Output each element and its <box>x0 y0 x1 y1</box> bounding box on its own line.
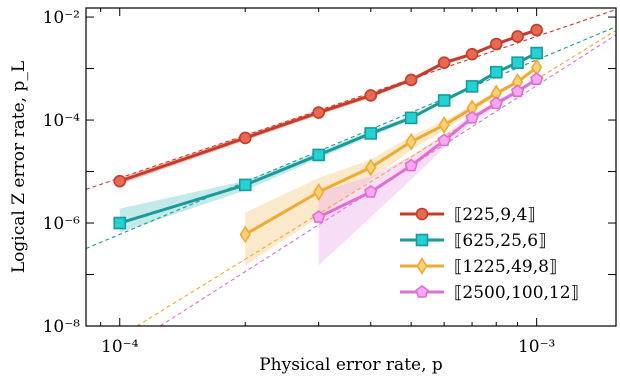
data-point-2-3 <box>405 132 417 151</box>
legend: ⟦225,9,4⟧ ⟦625,25,6⟧ ⟦1225,49,8⟧ ⟦2500,100,… <box>400 205 579 303</box>
data-point-0-5 <box>437 56 451 69</box>
data-point-3-4 <box>465 110 479 124</box>
data-point-3-5 <box>489 96 503 110</box>
data-point-1-8 <box>511 56 524 69</box>
series-line-1 <box>119 51 538 225</box>
legend-marker <box>416 257 428 275</box>
legend-item: ⟦625,25,6⟧ <box>400 231 547 251</box>
data-point-0-9 <box>530 23 543 37</box>
data-point-3-2 <box>404 158 418 172</box>
data-point-0-1 <box>238 131 252 145</box>
series-markers <box>113 23 544 244</box>
legend-label: ⟦225,9,4⟧ <box>454 205 536 225</box>
legend-marker <box>415 284 429 298</box>
data-point-0-2 <box>312 106 325 119</box>
y-tick-label: 10⁻⁸ <box>43 317 81 337</box>
data-point-1-2 <box>312 148 325 162</box>
data-point-3-1 <box>364 184 378 198</box>
legend-item: ⟦225,9,4⟧ <box>400 205 536 225</box>
y-axis-label: Logical Z error rate, p_L <box>9 61 29 273</box>
data-point-3-3 <box>437 133 451 147</box>
legend-marker <box>415 233 429 247</box>
data-point-0-0 <box>113 174 127 188</box>
data-point-2-0 <box>239 225 251 244</box>
data-point-2-2 <box>365 158 377 177</box>
data-point-1-1 <box>238 178 252 192</box>
y-tick-label: 10⁻⁴ <box>43 111 81 131</box>
legend-item: ⟦2500,100,12⟧ <box>400 283 579 303</box>
plot-frame <box>85 7 617 327</box>
data-point-0-7 <box>489 37 503 51</box>
y-tick-label: 10⁻⁶ <box>43 214 81 234</box>
data-point-1-4 <box>404 111 418 125</box>
axis-ticks <box>86 8 616 327</box>
data-point-0-8 <box>511 30 524 43</box>
data-point-1-3 <box>364 127 378 140</box>
fit-line-2 <box>136 29 616 326</box>
data-point-2-1 <box>313 183 325 201</box>
data-point-0-4 <box>404 73 418 87</box>
legend-label: ⟦625,25,6⟧ <box>454 231 547 251</box>
data-point-0-6 <box>465 47 479 61</box>
data-point-3-6 <box>510 84 525 98</box>
x-tick-label: 10⁻³ <box>518 337 555 357</box>
data-point-1-5 <box>437 94 451 107</box>
y-tick-label: 10⁻² <box>43 8 80 28</box>
legend-label: ⟦1225,49,8⟧ <box>454 257 557 277</box>
legend-item: ⟦1225,49,8⟧ <box>400 257 557 277</box>
data-point-1-6 <box>465 80 479 93</box>
series-line-0 <box>119 28 538 183</box>
data-point-3-7 <box>529 72 544 85</box>
legend-marker <box>415 207 429 221</box>
legend-label: ⟦2500,100,12⟧ <box>454 283 579 303</box>
data-point-0-3 <box>364 89 378 102</box>
tick-labels: 10⁻⁴ 10⁻³ 10⁻⁸ 10⁻⁶ 10⁻⁴ 10⁻² <box>43 8 556 357</box>
x-tick-label: 10⁻⁴ <box>101 337 139 357</box>
x-axis-label: Physical error rate, p <box>259 355 443 375</box>
data-point-3-0 <box>311 210 326 223</box>
error-band-1 <box>119 51 537 233</box>
fit-line-0 <box>86 9 616 190</box>
fit-line-1 <box>86 26 616 250</box>
data-point-1-7 <box>489 65 503 79</box>
data-point-1-0 <box>113 216 127 230</box>
data-point-2-4 <box>438 116 450 134</box>
data-point-1-9 <box>530 46 543 60</box>
